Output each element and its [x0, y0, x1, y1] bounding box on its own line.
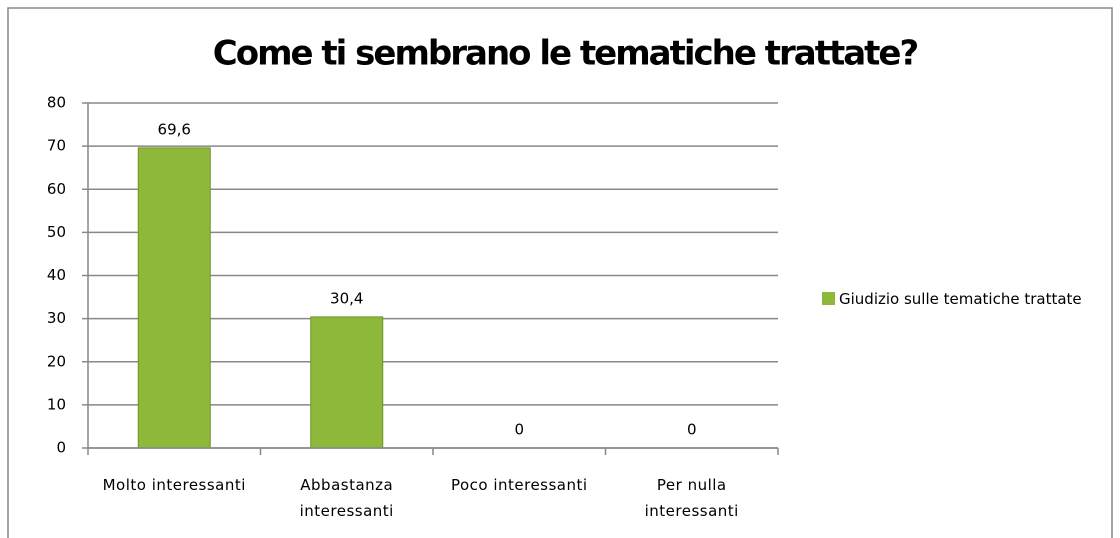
- y-tick-label: 80: [47, 94, 66, 112]
- y-tick-label: 60: [47, 180, 66, 198]
- legend-swatch: [822, 292, 835, 305]
- x-tick-label: Poco interessanti: [450, 476, 588, 494]
- y-tick-label: 0: [56, 439, 66, 457]
- y-tick-label: 50: [47, 223, 66, 241]
- y-tick-label: 40: [47, 266, 66, 284]
- y-tick-label: 20: [47, 352, 66, 370]
- x-tick-label: Abbastanza interessanti: [299, 476, 394, 520]
- chart-title: Come ti sembrano le tematiche trattate?: [213, 34, 918, 74]
- x-tick-label: Molto interessanti: [102, 476, 246, 494]
- bar: [310, 316, 384, 449]
- y-tick-label: 70: [47, 137, 66, 155]
- bar: [137, 147, 211, 449]
- data-label: 0: [514, 421, 524, 439]
- data-label: 69,6: [158, 120, 191, 138]
- chart-border: [7, 7, 1113, 538]
- data-label: 0: [687, 421, 697, 439]
- y-tick-label: 30: [47, 309, 66, 327]
- legend: Giudizio sulle tematiche trattate: [822, 286, 1092, 312]
- x-tick-label: Per nulla interessanti: [644, 476, 739, 520]
- legend-label: Giudizio sulle tematiche trattate: [839, 290, 1082, 308]
- y-tick-label: 10: [47, 395, 66, 413]
- data-label: 30,4: [330, 289, 363, 307]
